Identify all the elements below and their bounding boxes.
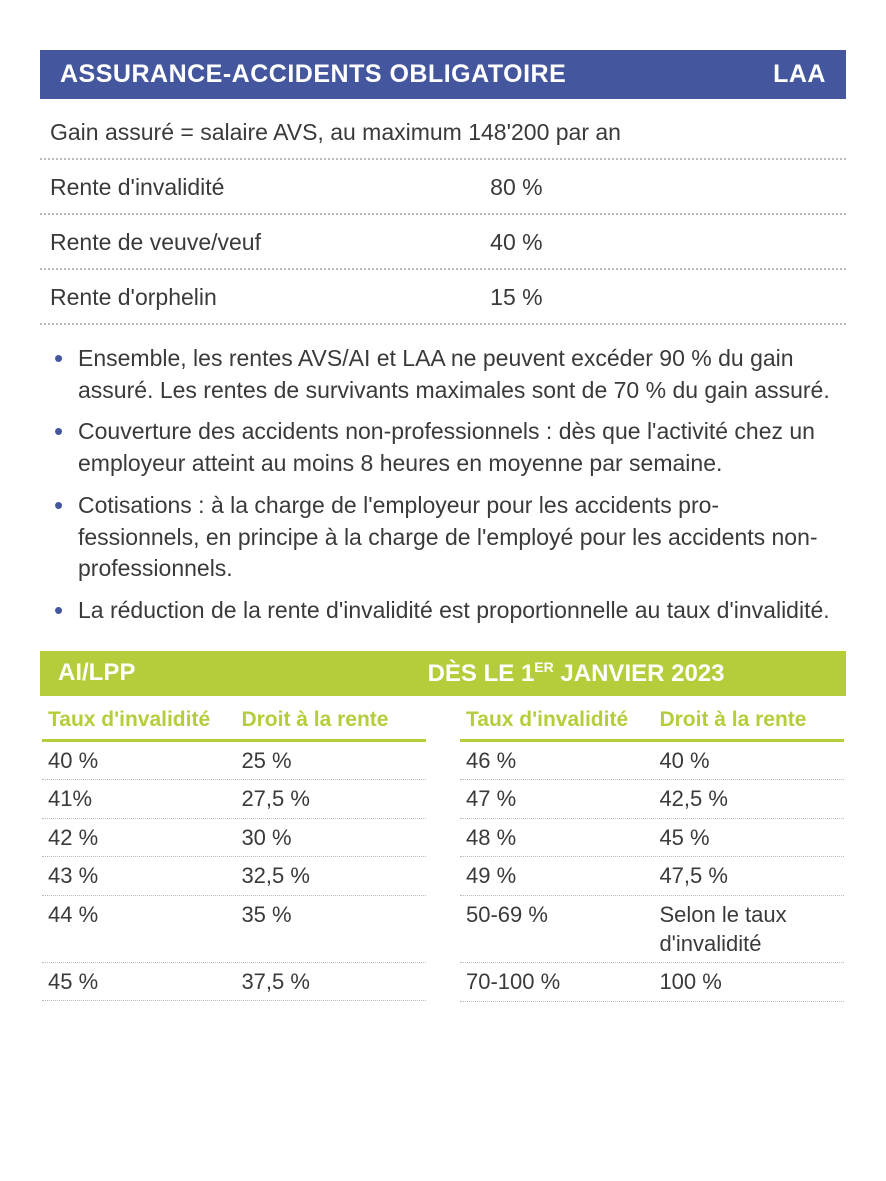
table-row: Gain assuré = salaire AVS, au maximum 14… (40, 105, 846, 160)
table-row: 50-69 % Selon le taux d'invalidité (460, 896, 844, 963)
table-row: 70-100 % 100 % (460, 963, 844, 1002)
cell-taux: 48 % (466, 824, 659, 853)
table-row: Rente d'invalidité 80 % (40, 160, 846, 215)
row-label: Rente d'orphelin (50, 284, 490, 311)
cell-droit: 40 % (659, 747, 838, 776)
cell-droit: 37,5 % (241, 968, 420, 997)
cell-taux: 45 % (48, 968, 241, 997)
list-item: Ensemble, les rentes AVS/AI et LAA ne pe… (78, 343, 836, 406)
col-header-droit: Droit à la rente (241, 708, 420, 733)
table-row: 42 % 30 % (42, 819, 426, 858)
cell-droit: 47,5 % (659, 862, 838, 891)
cell-taux: 49 % (466, 862, 659, 891)
table-row: 48 % 45 % (460, 819, 844, 858)
date-sup: ER (534, 659, 553, 675)
row-value: 15 % (490, 284, 836, 311)
row-value: 40 % (490, 229, 836, 256)
col-header-taux: Taux d'invalidité (48, 708, 241, 733)
cell-droit: 30 % (241, 824, 420, 853)
cell-droit: 27,5 % (241, 785, 420, 814)
cell-droit: 35 % (241, 901, 420, 930)
table-row: 47 % 42,5 % (460, 780, 844, 819)
table-row: 43 % 32,5 % (42, 857, 426, 896)
row-label: Rente d'invalidité (50, 174, 490, 201)
table-row: 41% 27,5 % (42, 780, 426, 819)
benefits-table: Gain assuré = salaire AVS, au maximum 14… (40, 105, 846, 325)
date-prefix: DÈS LE 1 (428, 660, 535, 687)
invalidity-tables: Taux d'invalidité Droit à la rente 40 % … (40, 704, 846, 1002)
table-row: 44 % 35 % (42, 896, 426, 963)
invalidity-table-left: Taux d'invalidité Droit à la rente 40 % … (42, 704, 426, 1002)
cell-droit: 100 % (659, 968, 838, 997)
row-label: Gain assuré = salaire AVS, au maximum 14… (50, 119, 836, 146)
list-item: Couverture des accidents non-professionn… (78, 416, 836, 479)
section-header-laa: ASSURANCE-ACCIDENTS OBLIGATOIRE LAA (40, 50, 846, 99)
table-row: 49 % 47,5 % (460, 857, 844, 896)
col-header-taux: Taux d'invalidité (466, 708, 659, 733)
list-item: La réduction de la rente d'invalidité es… (78, 595, 836, 627)
row-value: 80 % (490, 174, 836, 201)
cell-taux: 43 % (48, 862, 241, 891)
section-header-ailpp: AI/LPP DÈS LE 1ER JANVIER 2023 (40, 651, 846, 696)
cell-taux: 40 % (48, 747, 241, 776)
table-row: 45 % 37,5 % (42, 963, 426, 1002)
invalidity-table-right: Taux d'invalidité Droit à la rente 46 % … (460, 704, 844, 1002)
table-header: Taux d'invalidité Droit à la rente (460, 704, 844, 742)
cell-taux: 41% (48, 785, 241, 814)
cell-droit: 32,5 % (241, 862, 420, 891)
table-header: Taux d'invalidité Droit à la rente (42, 704, 426, 742)
list-item: Cotisations : à la charge de l'employeur… (78, 490, 836, 585)
cell-taux: 50-69 % (466, 901, 659, 958)
ailpp-date: DÈS LE 1ER JANVIER 2023 (428, 659, 828, 688)
col-header-droit: Droit à la rente (659, 708, 838, 733)
cell-taux: 42 % (48, 824, 241, 853)
table-row: 40 % 25 % (42, 742, 426, 781)
notes-list: Ensemble, les rentes AVS/AI et LAA ne pe… (40, 325, 846, 645)
cell-droit: 45 % (659, 824, 838, 853)
cell-droit: Selon le taux d'invalidité (659, 901, 838, 958)
table-row: Rente de veuve/veuf 40 % (40, 215, 846, 270)
cell-taux: 47 % (466, 785, 659, 814)
cell-taux: 46 % (466, 747, 659, 776)
cell-droit: 25 % (241, 747, 420, 776)
section-code: LAA (773, 60, 826, 89)
date-suffix: JANVIER 2023 (554, 660, 725, 687)
ailpp-title: AI/LPP (58, 659, 428, 688)
cell-taux: 44 % (48, 901, 241, 930)
row-label: Rente de veuve/veuf (50, 229, 490, 256)
cell-droit: 42,5 % (659, 785, 838, 814)
table-row: 46 % 40 % (460, 742, 844, 781)
section-title: ASSURANCE-ACCIDENTS OBLIGATOIRE (60, 60, 566, 89)
cell-taux: 70-100 % (466, 968, 659, 997)
table-row: Rente d'orphelin 15 % (40, 270, 846, 325)
